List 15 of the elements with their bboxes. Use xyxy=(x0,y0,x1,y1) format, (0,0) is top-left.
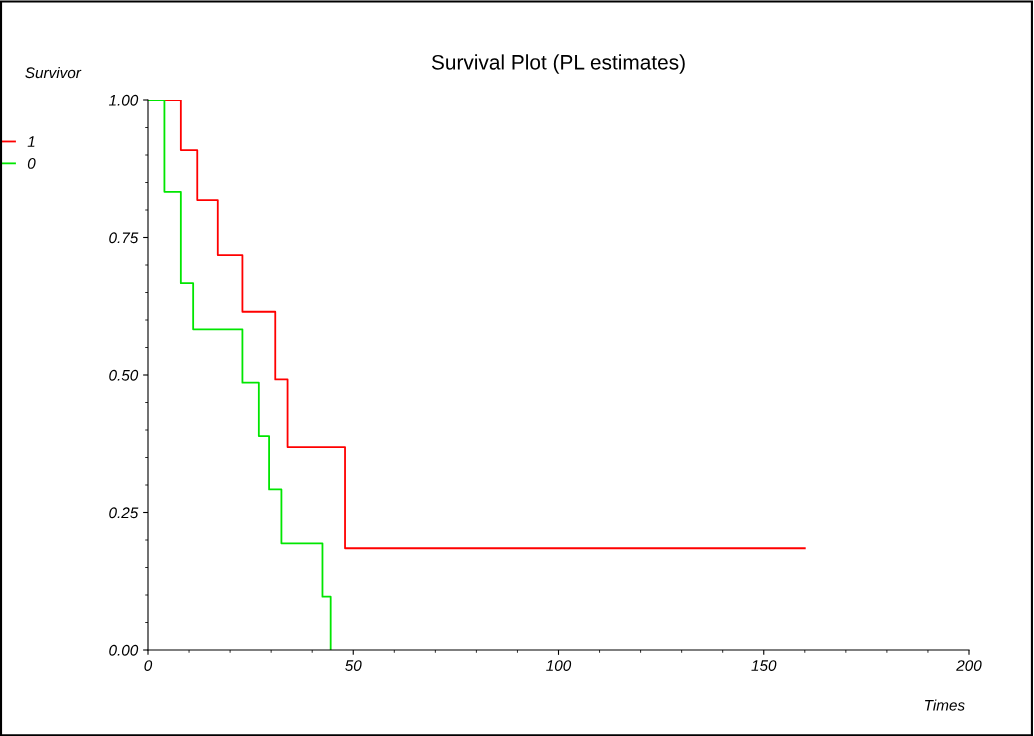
x-axis-title: Times xyxy=(925,699,965,711)
y-tick-label: 0.75 xyxy=(109,232,139,244)
x-tick-label: 0 xyxy=(144,660,153,671)
y-tick-label: 1.00 xyxy=(108,94,139,106)
y-axis-title: Survivor xyxy=(25,66,82,79)
y-tick-label: 0.25 xyxy=(109,507,139,519)
chart-title: Survival Plot (PL estimates) xyxy=(431,54,685,74)
y-tick-label: 0.00 xyxy=(109,644,139,656)
y-tick-label: 0.50 xyxy=(109,369,139,381)
x-tick-label: 100 xyxy=(546,660,572,671)
legend-label: 1 xyxy=(27,136,35,147)
legend-label: 0 xyxy=(27,158,36,169)
x-tick-label: 150 xyxy=(751,660,777,671)
x-tick-label: 50 xyxy=(345,660,362,671)
x-tick-label: 200 xyxy=(956,660,982,671)
